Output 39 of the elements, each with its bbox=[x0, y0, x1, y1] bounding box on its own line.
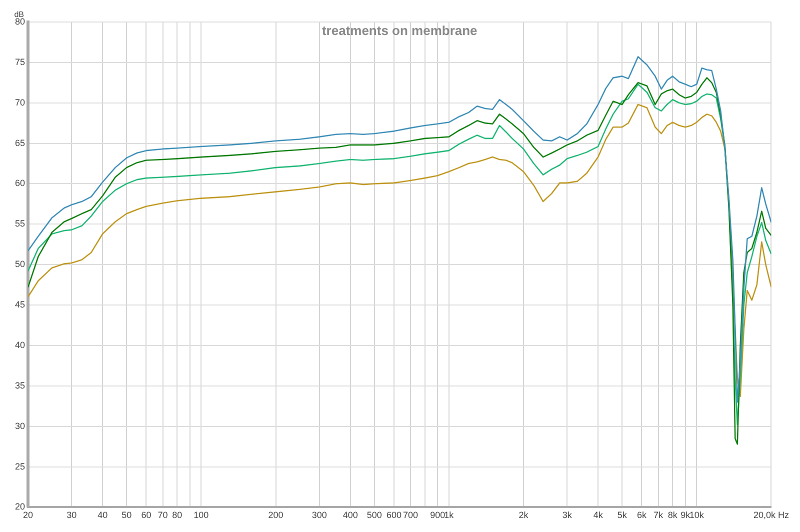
x-tick-label: 5k bbox=[617, 510, 628, 520]
y-tick-label: 60 bbox=[14, 178, 26, 188]
x-tick-label: 20,0k Hz bbox=[753, 510, 790, 520]
y-tick-label: 25 bbox=[14, 461, 26, 472]
chart-title: treatments on membrane bbox=[322, 23, 478, 38]
x-tick-label: 30 bbox=[66, 510, 77, 520]
x-tick-label: 2k bbox=[518, 510, 529, 520]
x-tick-label: 6k bbox=[636, 510, 647, 520]
y-tick-label: 70 bbox=[14, 97, 26, 108]
x-tick-label: 20 bbox=[23, 510, 34, 520]
x-tick-label: 600 bbox=[386, 510, 402, 520]
x-tick-label: 300 bbox=[312, 510, 327, 520]
x-tick-label: 400 bbox=[342, 510, 358, 520]
x-tick-label: 7k bbox=[654, 510, 664, 520]
x-tick-label: 40 bbox=[98, 510, 108, 520]
x-tick-label: 50 bbox=[122, 510, 132, 520]
x-tick-label: 9k bbox=[680, 510, 691, 520]
x-tick-label: 500 bbox=[366, 510, 382, 520]
y-tick-label: 35 bbox=[14, 380, 26, 390]
y-tick-label: 50 bbox=[14, 259, 26, 270]
x-tick-label: 900 bbox=[430, 510, 446, 520]
y-tick-label: 55 bbox=[14, 218, 26, 229]
y-tick-label: 40 bbox=[14, 340, 26, 350]
x-tick-label: 4k bbox=[593, 510, 604, 520]
y-tick-label: 75 bbox=[14, 56, 26, 67]
x-tick-label: 8k bbox=[668, 510, 678, 520]
x-tick-label: 80 bbox=[172, 510, 182, 520]
y-tick-label: 20 bbox=[14, 502, 26, 512]
x-tick-label: 1k bbox=[444, 510, 454, 520]
x-tick-label: 70 bbox=[158, 510, 168, 520]
x-tick-label: 60 bbox=[141, 510, 152, 520]
x-tick-label: 100 bbox=[194, 510, 209, 520]
x-tick-label: 200 bbox=[268, 510, 284, 520]
x-tick-label: 700 bbox=[403, 510, 418, 520]
y-tick-label: 65 bbox=[14, 138, 26, 148]
y-tick-label: 45 bbox=[14, 300, 26, 310]
x-tick-label: 10k bbox=[689, 510, 704, 520]
y-tick-label: 30 bbox=[14, 420, 26, 431]
x-tick-label: 3k bbox=[562, 510, 572, 520]
